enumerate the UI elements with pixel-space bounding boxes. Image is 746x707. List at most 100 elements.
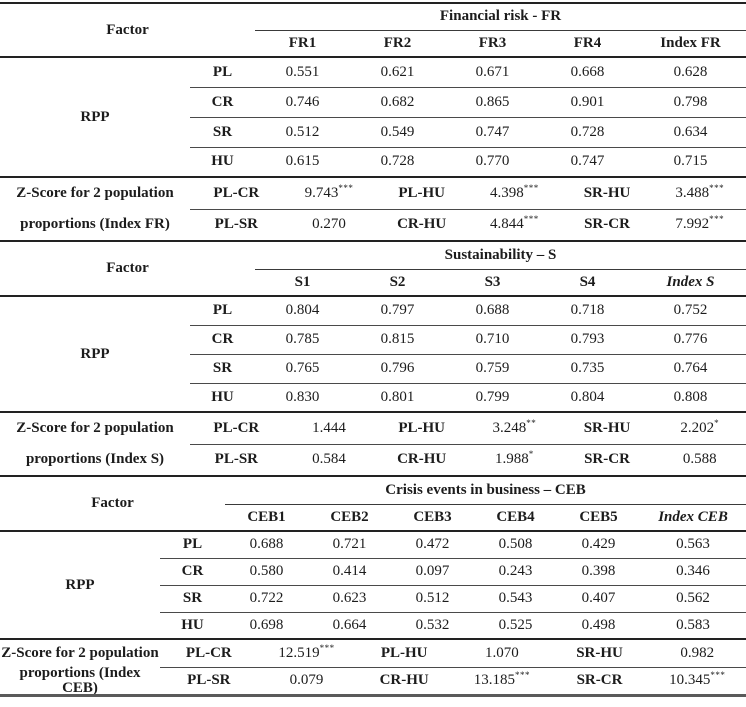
zscore-value: 0.079: [289, 672, 324, 689]
cell: 0.799: [445, 382, 541, 412]
cell: 0.698: [225, 611, 309, 639]
row-label: SR: [190, 353, 256, 383]
row-label: PL: [212, 63, 233, 80]
zscore-value: 4.398***: [489, 182, 539, 201]
cell: 0.580: [225, 557, 309, 585]
column-header: S4: [540, 269, 636, 297]
cell: 0.508: [498, 536, 533, 553]
cell: 0.747: [540, 146, 636, 177]
zscore-row: PL-CR 9.743*** PL-HU 4.398*** SR-HU 3.48…: [190, 176, 746, 209]
cell: 0.512: [391, 584, 475, 612]
zscore-value: 7.992***: [675, 214, 725, 233]
cell: 0.563: [676, 536, 710, 553]
column-header: CEB5: [557, 504, 641, 532]
row-label: CR: [160, 557, 226, 585]
zscore-pair: PL-SR: [214, 216, 258, 233]
cell: 0.664: [308, 611, 392, 639]
cell: 0.532: [391, 611, 475, 639]
rpp-label: RPP: [80, 345, 110, 362]
zscore-row: PL-SR 0.270 CR-HU 4.844*** SR-CR 7.992**…: [190, 208, 746, 241]
group-header-ceb: Crisis events in business – CEB: [225, 477, 746, 505]
cell: 0.621: [380, 63, 415, 80]
column-header: CEB4: [474, 504, 558, 532]
zscore-value: 1.070: [484, 644, 519, 661]
column-header: FR2: [350, 30, 446, 58]
zscore-label: Z-Score for 2 population proportions (In…: [0, 176, 190, 241]
row-label: SR: [160, 584, 226, 612]
zscore-pair: CR-HU: [397, 451, 447, 468]
cell: 0.472: [415, 536, 450, 553]
table-financial-risk: Factor Financial risk - FR FR1 FR2 FR3 F…: [0, 2, 746, 242]
zscore-pair: SR-CR: [584, 216, 630, 233]
cell: 0.583: [640, 611, 746, 639]
cell: 0.097: [391, 557, 475, 585]
cell: 0.671: [475, 63, 510, 80]
cell: 0.721: [332, 536, 367, 553]
cell: 0.759: [445, 353, 541, 383]
cell: 0.414: [308, 557, 392, 585]
zscore-value: 4.844***: [489, 214, 539, 233]
cell: 0.728: [350, 146, 446, 177]
zscore-pair: PL-HU: [380, 644, 428, 661]
table-sustainability: Factor Sustainability – S S1 S2 S3 S4 In…: [0, 242, 746, 477]
cell: 0.793: [540, 324, 636, 354]
cell: 0.785: [255, 324, 351, 354]
zscore-value: 3.488***: [675, 182, 725, 201]
zscore-pair: CR-HU: [397, 216, 447, 233]
zscore-pair: PL-HU: [398, 184, 446, 201]
cell: 0.796: [350, 353, 446, 383]
factor-header: Factor: [0, 242, 256, 297]
table-crisis-events: Factor Crisis events in business – CEB C…: [0, 477, 746, 697]
zscore-pair: SR-HU: [583, 419, 631, 436]
column-header: FR1: [255, 30, 351, 58]
cell: 0.808: [635, 382, 746, 412]
cell: 0.770: [445, 146, 541, 177]
factor-header: Factor: [0, 477, 226, 532]
cell: 0.830: [255, 382, 351, 412]
column-header: CEB1: [225, 504, 309, 532]
cell: 0.801: [350, 382, 446, 412]
cell: 0.682: [350, 86, 446, 117]
cell: 0.407: [557, 584, 641, 612]
zscore-row: PL-CR 12.519*** PL-HU 1.070 SR-HU 0.982: [160, 637, 746, 668]
zscore-row: PL-SR 0.584 CR-HU 1.988* SR-CR 0.588: [190, 443, 746, 476]
cell: 0.797: [380, 302, 415, 319]
zscore-value: 10.345***: [669, 670, 726, 689]
zscore-pair: PL-HU: [398, 419, 446, 436]
zscore-value: 3.248**: [492, 417, 537, 436]
column-header: FR4: [540, 30, 636, 58]
column-header-index: Index CEB: [640, 504, 746, 532]
cell: 0.634: [635, 116, 746, 147]
zscore-pair: PL-CR: [185, 644, 232, 661]
zscore-pair: CR-HU: [379, 672, 429, 689]
column-header: S2: [350, 269, 446, 297]
zscore-pair: PL-SR: [187, 672, 231, 689]
cell: 0.901: [540, 86, 636, 117]
zscore-row: PL-CR 1.444 PL-HU 3.248** SR-HU 2.202*: [190, 411, 746, 444]
cell: 0.525: [474, 611, 558, 639]
cell: 0.398: [557, 557, 641, 585]
cell: 0.623: [308, 584, 392, 612]
cell: 0.512: [255, 116, 351, 147]
cell: 0.551: [285, 63, 320, 80]
rpp-label: RPP: [80, 108, 110, 125]
zscore-value: 2.202*: [680, 417, 720, 436]
row-label: CR: [190, 324, 256, 354]
zscore-pair: SR-HU: [576, 644, 623, 661]
cell: 0.735: [540, 353, 636, 383]
zscore-pair: PL-SR: [214, 451, 258, 468]
zscore-value: 12.519***: [278, 642, 335, 661]
zscore-label: Z-Score for 2 population proportions (In…: [0, 411, 190, 476]
zscore-value: 13.185***: [473, 670, 530, 689]
zscore-value: 1.988*: [494, 449, 534, 468]
row-label: HU: [190, 382, 256, 412]
group-header-fr: Financial risk - FR: [255, 3, 746, 31]
cell: 0.798: [635, 86, 746, 117]
zscore-pair: PL-CR: [213, 184, 260, 201]
column-header: S3: [445, 269, 541, 297]
zscore-pair: SR-CR: [584, 451, 630, 468]
cell: 0.668: [570, 63, 605, 80]
cell: 0.765: [255, 353, 351, 383]
zscore-value: 0.982: [680, 644, 715, 661]
cell: 0.243: [474, 557, 558, 585]
